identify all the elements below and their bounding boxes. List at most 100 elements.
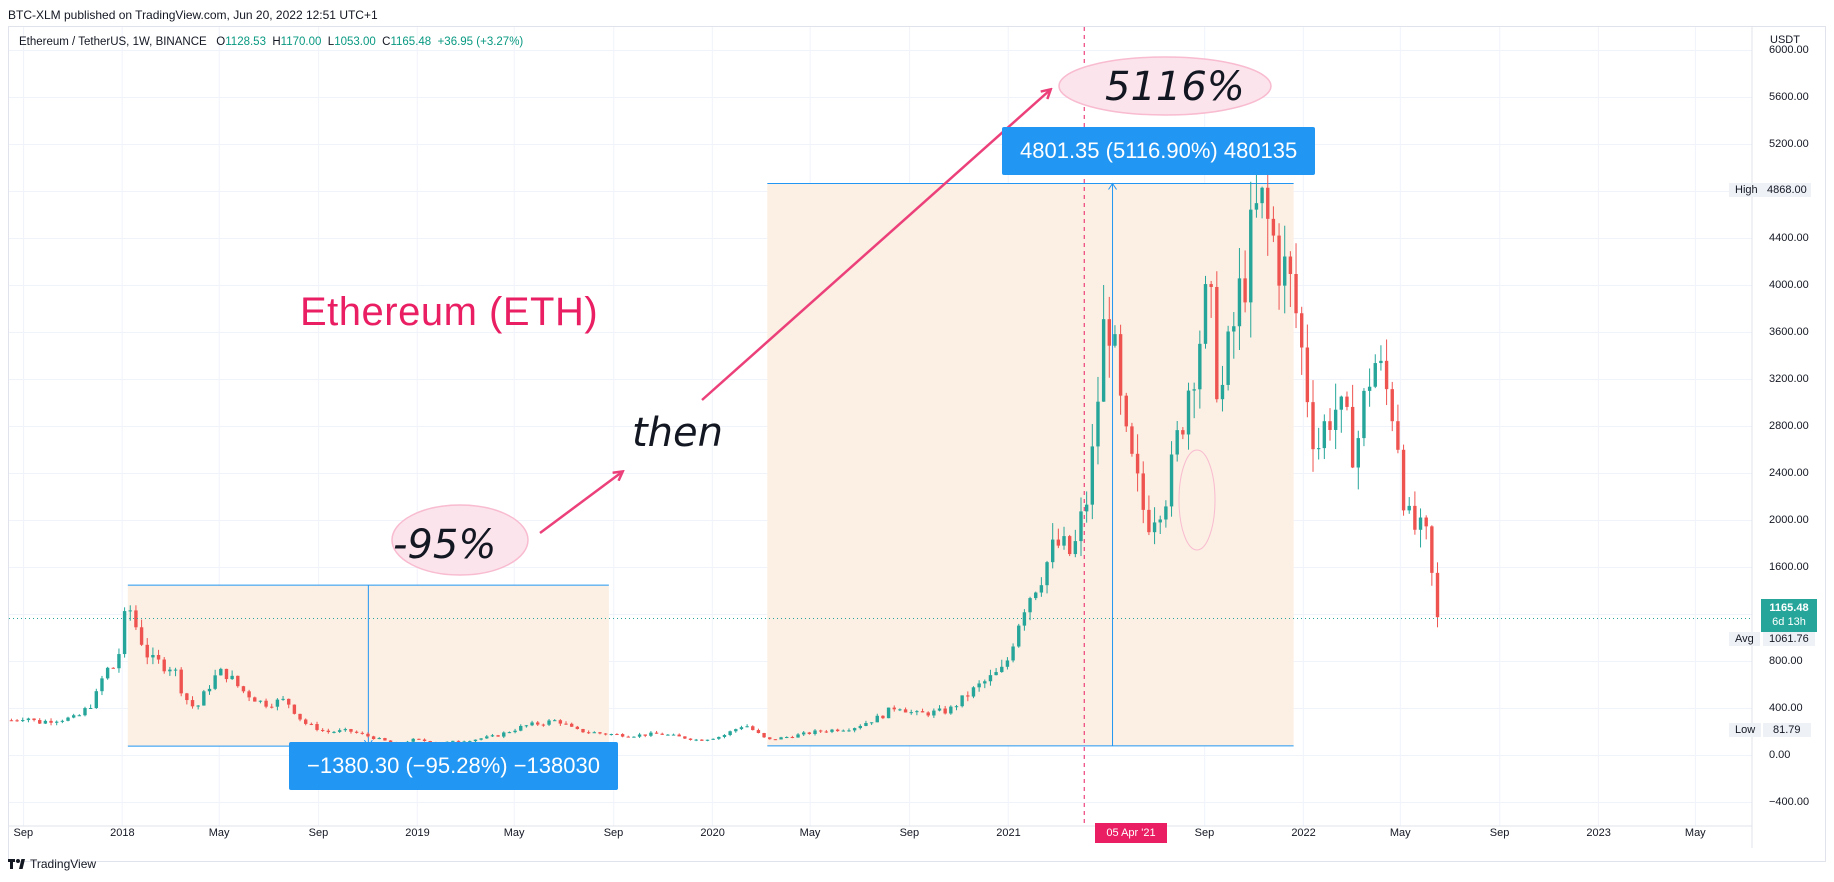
candle-body xyxy=(1367,386,1372,391)
candle-body xyxy=(202,691,206,706)
candle-body xyxy=(903,709,908,713)
candle-body xyxy=(1022,612,1027,626)
candle-body xyxy=(988,675,993,682)
candle-body xyxy=(977,683,981,688)
candle-body xyxy=(1305,347,1310,403)
candle-body xyxy=(983,681,987,684)
candle-body xyxy=(1407,505,1411,511)
candle-body xyxy=(711,738,715,740)
candle-body xyxy=(117,654,121,669)
candle-body xyxy=(1277,235,1281,286)
candle-body xyxy=(966,695,970,697)
x-tick-label: May xyxy=(799,827,821,839)
candle-body xyxy=(343,729,348,731)
footer-brand[interactable]: TradingView xyxy=(8,857,96,871)
candle-body xyxy=(524,725,529,727)
candle-body xyxy=(1158,519,1162,523)
x-tick-label: Sep xyxy=(13,827,34,839)
candle-body xyxy=(1249,209,1253,303)
candle-body xyxy=(1339,396,1344,410)
candle-body xyxy=(162,659,166,672)
range-box xyxy=(767,183,1294,746)
candle-body xyxy=(168,669,172,672)
measure-label-down[interactable]: −1380.30 (−95.28%) −138030 xyxy=(289,742,618,790)
candle-body xyxy=(1266,187,1270,219)
candle-body xyxy=(1322,421,1327,449)
candle-body xyxy=(1424,517,1428,527)
candle-body xyxy=(253,697,257,702)
candle-body xyxy=(100,678,104,692)
candle-body xyxy=(332,731,336,733)
measure-label-up[interactable]: 4801.35 (5116.90%) 480135 xyxy=(1002,127,1316,175)
candle-body xyxy=(456,740,461,742)
candle-body xyxy=(134,610,138,628)
candle-body xyxy=(1096,401,1100,447)
y-tick-label: 3200.00 xyxy=(1769,372,1809,385)
candle-body xyxy=(1067,536,1072,555)
candle-body xyxy=(813,730,817,735)
candle-body xyxy=(21,720,25,722)
candle-body xyxy=(847,730,851,732)
candle-body xyxy=(632,736,636,738)
low-label: L xyxy=(327,36,335,48)
candle-body xyxy=(1005,660,1010,667)
candle-body xyxy=(71,715,76,718)
candle-body xyxy=(1418,517,1423,530)
candle-body xyxy=(287,698,291,705)
candle-body xyxy=(1198,343,1202,390)
candle-body xyxy=(717,736,721,739)
candle-body xyxy=(575,726,580,729)
candle-body xyxy=(292,704,297,714)
candle-body xyxy=(451,740,455,742)
candle-body xyxy=(105,667,110,679)
x-tick-label: Sep xyxy=(1194,827,1215,839)
candle-body xyxy=(1390,389,1394,422)
candle-body xyxy=(422,739,427,742)
candle-body xyxy=(1079,511,1083,542)
candle-body xyxy=(609,734,613,736)
y-tick-label: 5600.00 xyxy=(1769,90,1809,103)
candle-body xyxy=(1051,539,1055,563)
candle-body xyxy=(1362,390,1366,439)
low-tag-value: 81.79 xyxy=(1763,723,1811,737)
candle-body xyxy=(230,675,234,680)
candle-body xyxy=(326,730,331,733)
open-value: 1128.53 xyxy=(225,36,266,48)
candle-body xyxy=(349,729,353,732)
drop-note-bubble xyxy=(391,504,529,576)
candle-body xyxy=(1356,438,1360,468)
y-tick-label: 3600.00 xyxy=(1769,325,1809,338)
y-tick-label: 2800.00 xyxy=(1769,419,1809,432)
low-tag-label: Low xyxy=(1729,723,1762,737)
candle-body xyxy=(937,708,942,711)
candle-body xyxy=(1101,319,1106,402)
x-tick-label: 2022 xyxy=(1291,827,1316,839)
symbol-legend[interactable]: Ethereum / TetherUS, 1W, BINANCE O1128.5… xyxy=(19,36,523,48)
candle-body xyxy=(649,732,653,736)
candle-body xyxy=(139,627,144,645)
candle-body xyxy=(553,720,557,722)
chart-frame[interactable] xyxy=(8,26,1826,862)
last-price-tag: 1165.48 6d 13h xyxy=(1761,599,1817,632)
candle-body xyxy=(1311,402,1315,450)
candle-body xyxy=(971,687,976,697)
candle-body xyxy=(32,718,36,721)
arrow-to-then xyxy=(539,472,622,535)
high-value: 1170.00 xyxy=(280,36,322,48)
close-label: C xyxy=(382,36,391,48)
candle-body xyxy=(1333,409,1338,430)
candle-body xyxy=(666,734,670,736)
candle-body xyxy=(660,733,664,735)
candle-body xyxy=(875,715,879,723)
candle-body xyxy=(1379,360,1383,364)
candle-body xyxy=(1107,319,1111,346)
candle-body xyxy=(388,740,393,743)
candle-body xyxy=(241,686,246,692)
candle-body xyxy=(468,741,472,743)
candle-body xyxy=(49,720,53,723)
candle-body xyxy=(337,730,342,732)
high-tag-value: 4868.00 xyxy=(1763,183,1811,197)
candle-body xyxy=(768,737,772,740)
candle-body xyxy=(88,708,93,710)
